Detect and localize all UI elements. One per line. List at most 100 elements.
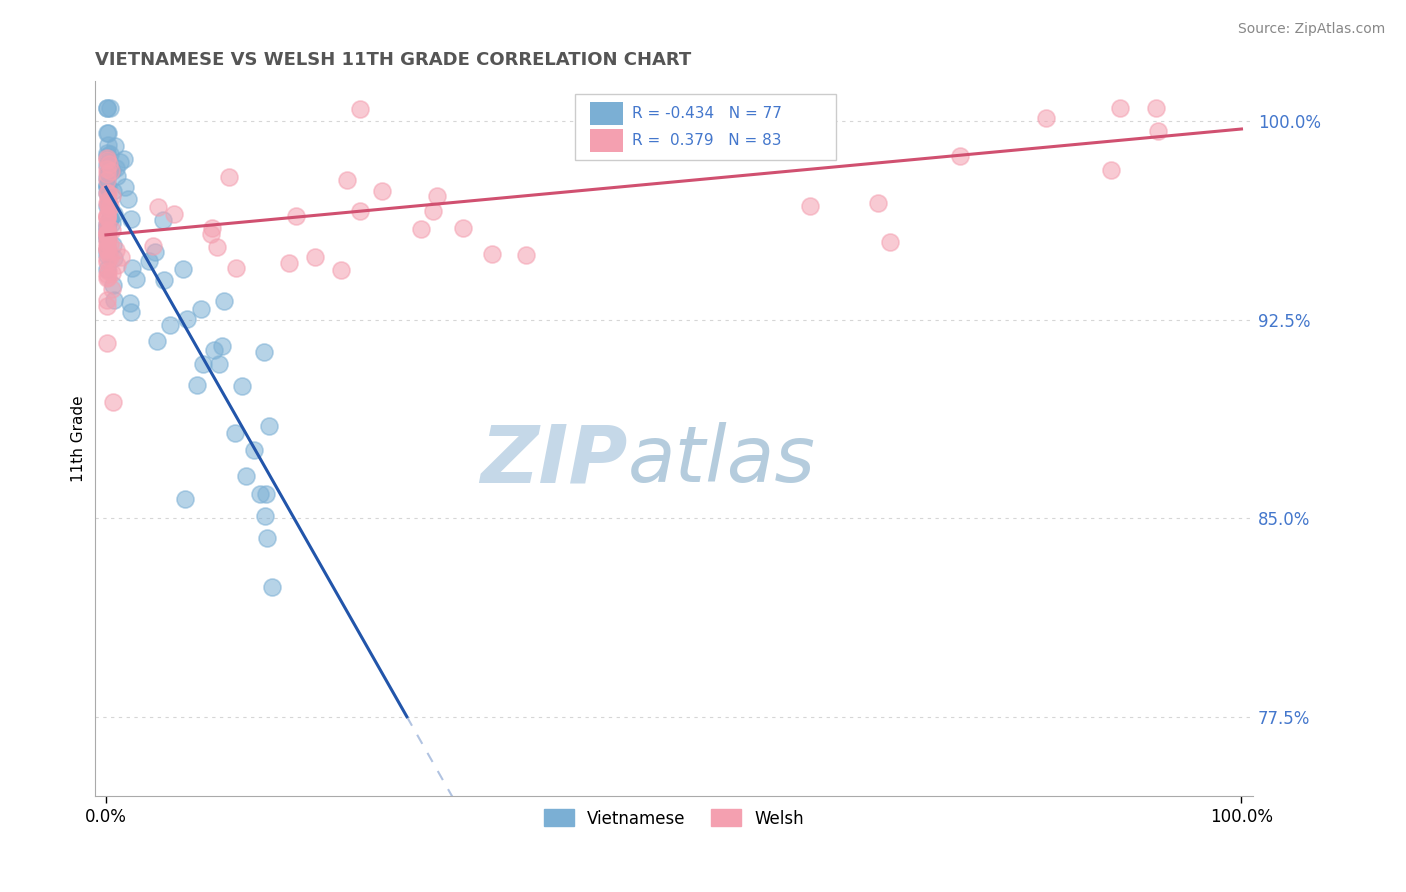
Point [97,264,120,278]
Point [96,137,118,152]
Point [96,101,118,115]
Point [242,443,264,458]
Point [426,189,449,203]
Point [200,227,222,241]
Point [96,168,118,182]
Text: Source: ZipAtlas.com: Source: ZipAtlas.com [1237,22,1385,37]
Point [172,261,194,276]
Point [101,164,124,178]
Point [190,302,212,317]
Point [96,243,118,257]
Point [515,248,537,262]
Point [96,193,118,207]
Point [96,186,118,200]
Point [1108,102,1130,116]
Point [96,248,118,262]
Point [409,222,432,236]
Text: R =  0.379   N = 83: R = 0.379 N = 83 [633,133,782,148]
Point [97,270,120,285]
Point [96,232,118,246]
Point [120,296,142,310]
Point [96,217,118,231]
Point [231,379,253,393]
Point [218,169,240,184]
Point [96,178,118,193]
Point [96,149,118,163]
Point [259,419,281,434]
Point [97,201,120,215]
Point [96,208,118,222]
Point [104,139,127,153]
Point [96,226,118,240]
Point [96,178,118,192]
Point [96,196,118,211]
Point [96,127,118,141]
Point [101,266,124,280]
Point [100,101,122,115]
Point [253,345,276,359]
Point [866,196,889,211]
Point [98,161,121,175]
Point [96,223,118,237]
Point [253,508,276,523]
Point [682,135,704,149]
Point [1144,101,1167,115]
Point [422,203,444,218]
Point [104,243,127,257]
Point [284,209,307,223]
Point [110,155,132,169]
Point [96,209,118,223]
Point [186,377,208,392]
Point [96,161,118,176]
Point [202,343,225,358]
Point [256,531,278,545]
Point [349,203,371,218]
Text: R = -0.434   N = 77: R = -0.434 N = 77 [633,106,782,121]
Point [121,261,143,276]
Point [125,272,148,286]
Point [949,149,972,163]
Point [451,221,474,235]
Point [770,125,793,139]
Point [208,357,231,371]
Legend: Vietnamese, Welsh: Vietnamese, Welsh [537,803,810,834]
Point [103,207,125,221]
Point [112,152,135,166]
Point [120,304,142,318]
Point [1035,111,1057,125]
Point [96,197,118,211]
Point [114,180,136,194]
Point [152,213,174,227]
Point [96,211,118,225]
Point [96,101,118,115]
Point [278,256,301,270]
Point [120,212,142,227]
Point [98,146,121,161]
Bar [591,103,623,126]
Point [142,238,165,252]
Point [100,223,122,237]
Point [97,231,120,245]
Text: ZIP: ZIP [479,421,627,500]
Text: VIETNAMESE VS WELSH 11TH GRADE CORRELATION CHART: VIETNAMESE VS WELSH 11TH GRADE CORRELATI… [94,51,690,69]
Point [97,225,120,239]
Point [97,186,120,200]
Point [96,255,118,269]
Point [104,161,127,176]
Point [98,250,121,264]
Point [96,186,118,200]
Point [97,156,120,170]
Point [110,250,132,264]
Point [98,211,121,225]
Point [1099,162,1122,177]
Point [336,173,359,187]
Point [96,227,118,241]
Point [143,244,166,259]
Point [101,237,124,252]
Point [96,151,118,165]
Point [96,179,118,194]
Point [98,212,121,227]
Point [159,318,181,333]
Bar [591,128,623,152]
Point [370,184,392,198]
